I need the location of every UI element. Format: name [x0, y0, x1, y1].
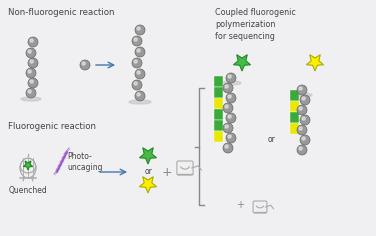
Bar [214, 120, 223, 131]
Circle shape [30, 39, 33, 42]
Circle shape [225, 125, 228, 128]
Bar [214, 76, 223, 87]
Text: or: or [268, 135, 276, 144]
Circle shape [28, 37, 38, 47]
Circle shape [135, 91, 145, 101]
Circle shape [135, 69, 145, 79]
Circle shape [297, 105, 307, 115]
Circle shape [28, 78, 38, 88]
Circle shape [225, 105, 228, 108]
Ellipse shape [129, 100, 151, 104]
Circle shape [137, 49, 140, 52]
Circle shape [82, 62, 85, 65]
Circle shape [302, 97, 305, 100]
Circle shape [299, 107, 302, 110]
Circle shape [300, 95, 310, 105]
Bar [290, 101, 299, 111]
Polygon shape [233, 55, 250, 71]
Circle shape [297, 145, 307, 155]
Polygon shape [23, 161, 33, 170]
Circle shape [30, 60, 33, 63]
Circle shape [226, 93, 236, 103]
Circle shape [223, 143, 233, 153]
Text: or: or [145, 168, 153, 177]
Circle shape [80, 60, 90, 70]
Circle shape [228, 135, 231, 138]
Circle shape [228, 95, 231, 98]
Circle shape [225, 145, 228, 148]
Polygon shape [306, 55, 324, 71]
Circle shape [134, 82, 137, 85]
Bar [290, 112, 299, 122]
Circle shape [226, 133, 236, 143]
Circle shape [226, 113, 236, 123]
Polygon shape [139, 177, 156, 193]
Bar [290, 90, 299, 101]
Circle shape [299, 87, 302, 90]
Circle shape [135, 47, 145, 57]
Circle shape [137, 71, 140, 74]
Circle shape [223, 103, 233, 113]
Polygon shape [139, 148, 156, 164]
Bar [214, 131, 223, 142]
Text: Coupled fluorogenic
polymerization
for sequencing: Coupled fluorogenic polymerization for s… [215, 8, 296, 41]
Circle shape [225, 85, 228, 88]
Circle shape [137, 93, 140, 96]
Circle shape [302, 117, 305, 120]
Circle shape [26, 48, 36, 58]
Circle shape [134, 38, 137, 41]
Circle shape [226, 73, 236, 83]
Circle shape [28, 50, 31, 53]
Text: Non-fluorogenic reaction: Non-fluorogenic reaction [8, 8, 115, 17]
Ellipse shape [21, 97, 41, 101]
Circle shape [28, 90, 31, 93]
Circle shape [297, 85, 307, 95]
Bar [214, 87, 223, 97]
Circle shape [28, 58, 38, 68]
Bar [214, 109, 223, 119]
Circle shape [297, 125, 307, 135]
Circle shape [134, 60, 137, 63]
Text: Quenched: Quenched [9, 186, 47, 195]
Circle shape [132, 80, 142, 90]
Text: +: + [162, 165, 172, 178]
Circle shape [228, 75, 231, 78]
Ellipse shape [221, 81, 241, 85]
Text: Fluorogenic reaction: Fluorogenic reaction [8, 122, 96, 131]
Circle shape [302, 137, 305, 140]
Circle shape [299, 127, 302, 130]
Bar [290, 123, 299, 134]
Circle shape [137, 27, 140, 30]
Text: Photo-
uncaging: Photo- uncaging [67, 152, 103, 172]
Circle shape [26, 88, 36, 98]
Circle shape [300, 115, 310, 125]
Circle shape [228, 115, 231, 118]
Circle shape [223, 123, 233, 133]
Circle shape [132, 36, 142, 46]
Circle shape [28, 70, 31, 73]
Bar [214, 98, 223, 109]
Circle shape [223, 83, 233, 93]
Text: +: + [236, 200, 244, 210]
Circle shape [300, 135, 310, 145]
Ellipse shape [292, 93, 312, 97]
Circle shape [135, 25, 145, 35]
Circle shape [299, 147, 302, 150]
Circle shape [132, 58, 142, 68]
Circle shape [26, 68, 36, 78]
Circle shape [30, 80, 33, 83]
